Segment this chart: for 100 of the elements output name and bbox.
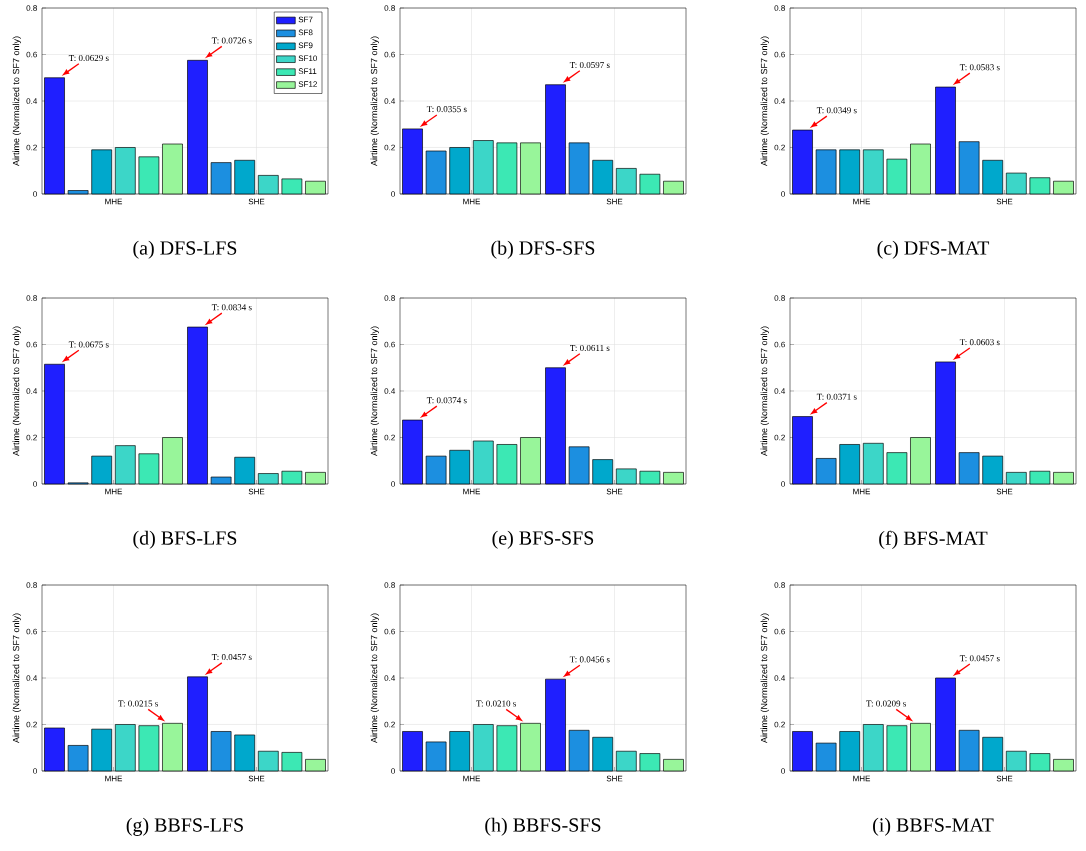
- y-tick-label: 0.2: [26, 434, 37, 441]
- annotation: T: 0.0597 s: [569, 61, 610, 69]
- text: (h) BBFS-SFS: [485, 817, 601, 836]
- y-tick-label: 0.2: [26, 144, 37, 151]
- y-tick-label: 0.2: [774, 721, 785, 728]
- y-axis-title: Airtime (Normalized to SF7 only): [760, 613, 770, 743]
- annotation: T: 0.0215 s: [118, 700, 158, 707]
- y-tick-label: 0: [391, 481, 395, 487]
- y-tick-label: 0.6: [384, 51, 395, 58]
- legend-label: SF7: [298, 16, 313, 23]
- y-tick-label: 0.8: [774, 295, 785, 301]
- annotation: T: 0.0457 s: [211, 654, 252, 661]
- y-tick-label: 0.6: [774, 51, 785, 58]
- y-tick-label: 0.8: [384, 5, 395, 11]
- y-tick-label: 0.8: [26, 582, 37, 588]
- x-tick-label: SHE: [996, 198, 1013, 205]
- y-tick-label: 0.6: [384, 341, 395, 348]
- annotation: T: 0.0726 s: [211, 37, 252, 44]
- annotation: T: 0.0210 s: [476, 700, 516, 707]
- x-tick-label: SHE: [248, 775, 265, 782]
- annotation: T: 0.0374 s: [426, 397, 467, 404]
- text: (b) DFS-SFS: [491, 240, 595, 259]
- y-tick-label: 0.2: [384, 721, 395, 728]
- y-axis-title: Airtime (Normalized to SF7 only): [12, 613, 22, 743]
- y-tick-label: 0.6: [26, 341, 37, 348]
- x-tick-label: SHE: [606, 198, 623, 205]
- text: (g) BBFS-LFS: [126, 817, 243, 836]
- y-axis-title: Airtime (Normalized to SF7 only): [370, 326, 380, 456]
- y-tick-label: 0.4: [26, 388, 38, 394]
- y-tick-label: 0.8: [26, 5, 37, 11]
- y-tick-label: 0.4: [384, 98, 396, 104]
- y-tick-label: 0.8: [774, 5, 785, 11]
- annotation: T: 0.0355 s: [426, 106, 467, 113]
- y-axis-title: Airtime (Normalized to SF7 only): [370, 613, 380, 743]
- y-tick-label: 0.2: [774, 434, 785, 441]
- annotation: T: 0.0371 s: [816, 393, 857, 400]
- x-tick-label: SHE: [996, 488, 1013, 495]
- x-tick-label: MHE: [105, 775, 123, 782]
- x-tick-label: MHE: [463, 775, 481, 782]
- y-axis-title: Airtime (Normalized to SF7 only): [12, 36, 22, 166]
- y-tick-label: 0.4: [384, 675, 396, 681]
- y-tick-label: 0: [781, 191, 785, 197]
- y-tick-label: 0.2: [26, 721, 37, 728]
- y-tick-label: 0.4: [774, 388, 786, 394]
- y-tick-label: 0.2: [384, 144, 395, 151]
- legend-label: SF12: [298, 81, 317, 87]
- x-tick-label: MHE: [105, 488, 123, 495]
- annotation: T: 0.0349 s: [816, 107, 857, 114]
- x-tick-label: SHE: [248, 198, 265, 205]
- y-tick-label: 0.2: [774, 144, 785, 151]
- y-tick-label: 0: [391, 191, 395, 197]
- y-axis-title: Airtime (Normalized to SF7 only): [12, 326, 22, 456]
- x-tick-label: MHE: [463, 198, 481, 205]
- text: (i) BBFS-MAT: [873, 817, 994, 836]
- y-tick-label: 0.6: [26, 51, 37, 58]
- y-tick-label: 0.6: [384, 628, 395, 635]
- y-tick-label: 0.4: [26, 98, 38, 104]
- annotation: T: 0.0611 s: [570, 344, 610, 352]
- annotation: T: 0.0603 s: [959, 339, 1000, 346]
- x-tick-label: SHE: [996, 775, 1013, 782]
- y-axis-title: Airtime (Normalized to SF7 only): [760, 326, 770, 456]
- y-tick-label: 0.8: [384, 582, 395, 588]
- x-tick-label: MHE: [105, 198, 123, 205]
- text: (a) DFS-LFS: [133, 240, 237, 259]
- y-tick-label: 0: [33, 768, 37, 774]
- x-tick-label: SHE: [606, 488, 623, 495]
- y-tick-label: 0: [781, 481, 785, 487]
- x-tick-label: MHE: [853, 488, 871, 495]
- x-tick-label: MHE: [853, 775, 871, 782]
- text: (f) BFS-MAT: [879, 530, 988, 550]
- y-axis-title: Airtime (Normalized to SF7 only): [370, 36, 380, 166]
- x-tick-label: MHE: [853, 198, 871, 205]
- text: (e) BFS-SFS: [492, 530, 594, 549]
- x-tick-label: SHE: [248, 488, 265, 495]
- text: (d) BFS-LFS: [133, 530, 237, 549]
- y-tick-label: 0.2: [384, 434, 395, 441]
- annotation: T: 0.0675 s: [68, 341, 109, 348]
- y-tick-label: 0: [391, 768, 395, 774]
- legend-label: SF8: [298, 29, 313, 36]
- y-tick-label: 0.8: [26, 295, 37, 301]
- y-tick-label: 0.6: [774, 341, 785, 348]
- annotation: T: 0.0834 s: [211, 304, 252, 311]
- y-tick-label: 0.6: [774, 628, 785, 635]
- legend-label: SF10: [298, 55, 318, 62]
- y-axis-title: Airtime (Normalized to SF7 only): [760, 36, 770, 166]
- y-tick-label: 0.4: [26, 675, 38, 681]
- y-tick-label: 0.4: [384, 388, 396, 394]
- x-tick-label: SHE: [606, 775, 623, 782]
- legend-label: SF11: [298, 68, 317, 75]
- y-tick-label: 0.8: [384, 295, 395, 301]
- annotation: T: 0.0209 s: [866, 700, 906, 707]
- text: (c) DFS-MAT: [877, 240, 990, 259]
- y-tick-label: 0: [33, 191, 37, 197]
- y-tick-label: 0.4: [774, 675, 786, 681]
- legend-label: SF9: [298, 42, 313, 49]
- annotation: T: 0.0456 s: [569, 656, 610, 663]
- y-tick-label: 0: [33, 481, 37, 487]
- x-tick-label: MHE: [463, 488, 481, 495]
- annotation: T: 0.0457 s: [959, 655, 1000, 662]
- y-tick-label: 0.8: [774, 582, 785, 588]
